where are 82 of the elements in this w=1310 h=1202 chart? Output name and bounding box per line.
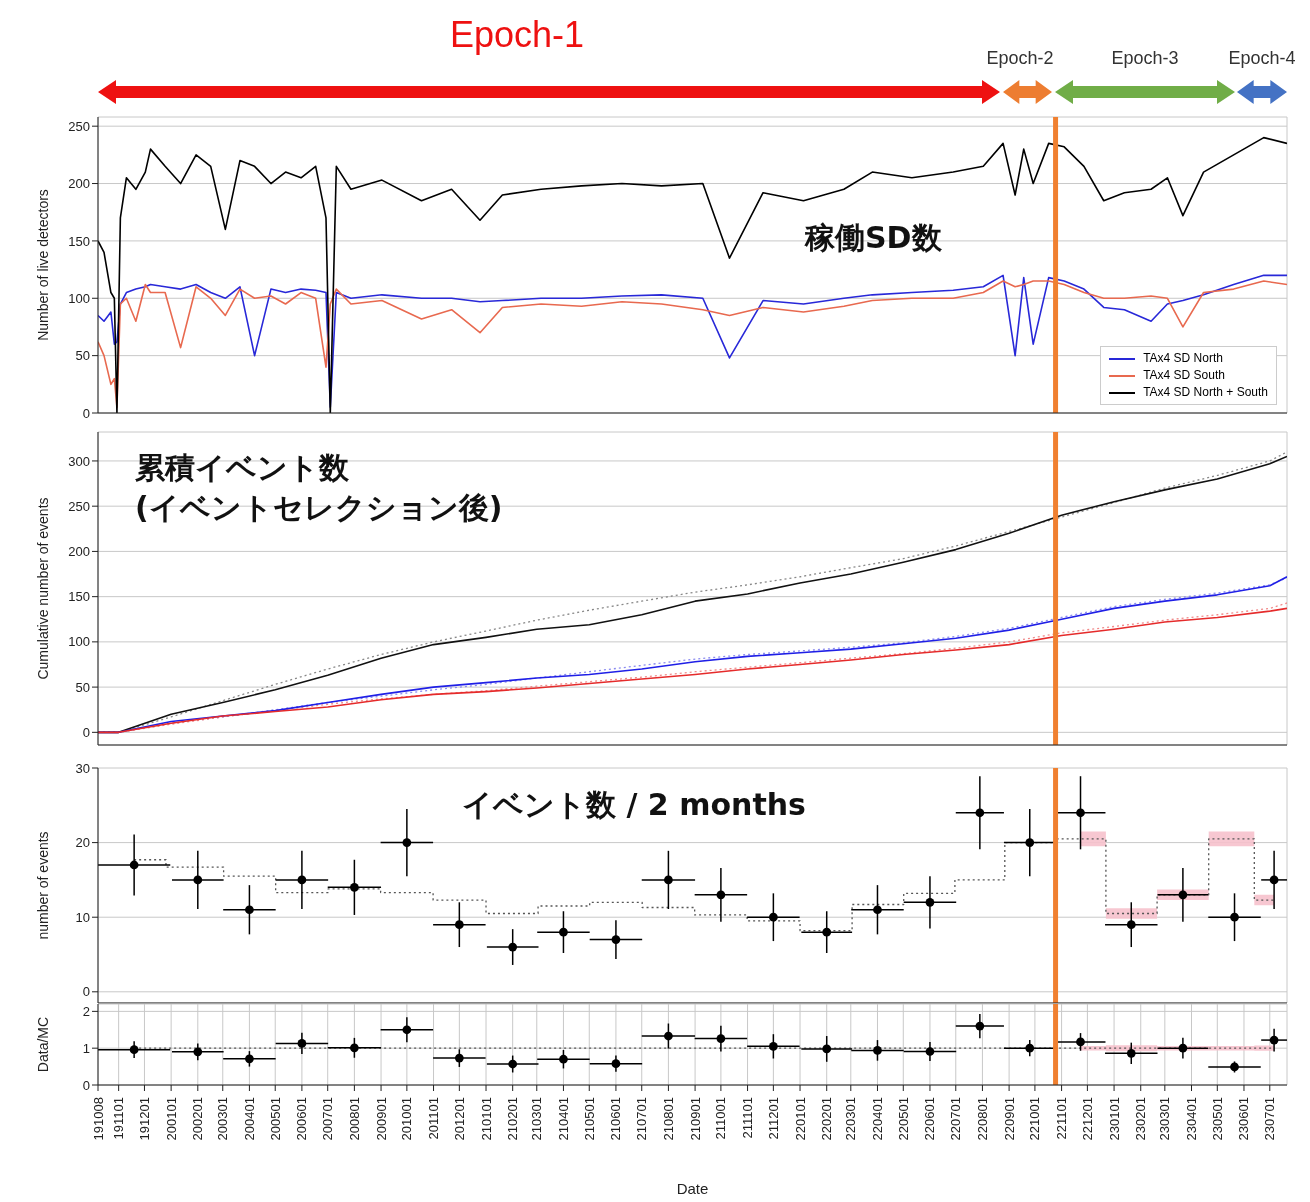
x-tick-label: 221001	[1027, 1097, 1043, 1141]
x-tick-label: 220101	[792, 1097, 808, 1141]
x-tick-label: 191101	[111, 1097, 127, 1140]
x-tick-label: 230101	[1106, 1097, 1122, 1141]
x-tick-label: 201001	[399, 1097, 415, 1141]
y-tick-label: 0	[82, 984, 90, 1000]
x-tick-label: 230301	[1157, 1097, 1173, 1141]
y-tick-label: 250	[68, 498, 90, 514]
text: Epoch-3	[1111, 48, 1179, 69]
x-tick-label: 230601	[1236, 1097, 1252, 1141]
x-tick-label: 200301	[215, 1097, 231, 1141]
y-axis-title: Data/MC	[34, 1016, 51, 1073]
x-tick-label: 210301	[529, 1097, 545, 1141]
x-tick-label: 201201	[451, 1097, 467, 1141]
x-tick-label: 220701	[948, 1097, 964, 1141]
x-tick-label: 211201	[765, 1097, 781, 1140]
y-axis-title: number of events	[34, 831, 51, 940]
x-tick-label: 191008	[90, 1097, 106, 1141]
x-tick-label: 191201	[136, 1097, 152, 1141]
y-tick-label: 0	[82, 1077, 90, 1093]
y-tick-label: 10	[75, 909, 90, 925]
x-tick-label: 220501	[895, 1097, 911, 1141]
x-tick-label: 200101	[163, 1097, 179, 1141]
annotation: (イベントセレクション後)	[135, 489, 503, 527]
annotation: 稼働SD数	[805, 219, 942, 257]
x-tick-label: 210101	[478, 1097, 494, 1141]
x-tick-label: 221201	[1079, 1097, 1095, 1141]
x-tick-label: 220901	[1001, 1097, 1017, 1141]
annotation: イベント数 / 2 months	[462, 786, 806, 824]
x-tick-label: 210501	[581, 1097, 597, 1141]
x-tick-label: 220801	[974, 1097, 990, 1141]
x-tick-label: 211001	[713, 1097, 729, 1140]
text: Epoch-4	[1228, 48, 1296, 69]
y-tick-label: 250	[68, 118, 90, 134]
x-tick-label: 210801	[660, 1097, 676, 1141]
legend-label: TAx4 SD North	[1143, 350, 1223, 367]
text: Epoch-2	[986, 48, 1054, 69]
y-tick-label: 2	[82, 1003, 90, 1019]
y-tick-label: 1	[82, 1040, 90, 1056]
x-tick-label: 200401	[241, 1097, 257, 1141]
y-tick-label: 150	[68, 233, 90, 249]
x-tick-label: 200901	[373, 1097, 389, 1141]
x-tick-label: 221101	[1054, 1097, 1070, 1140]
y-tick-label: 100	[68, 634, 90, 650]
x-tick-label: 230701	[1262, 1097, 1278, 1141]
x-tick-label: 220301	[843, 1097, 859, 1141]
x-tick-label: 210601	[608, 1097, 624, 1141]
y-tick-label: 300	[68, 453, 90, 469]
legend-label: TAx4 SD South	[1143, 367, 1225, 384]
x-tick-label: 200801	[346, 1097, 362, 1141]
y-tick-label: 30	[75, 760, 90, 776]
y-axis-title: Number of live detectors	[34, 189, 51, 341]
y-tick-label: 0	[82, 405, 90, 421]
y-tick-label: 0	[82, 724, 90, 740]
annotation: 累積イベント数	[135, 449, 349, 487]
y-tick-label: 200	[68, 544, 90, 560]
x-tick-label: 220601	[922, 1097, 938, 1141]
x-tick-label: 210701	[634, 1097, 650, 1141]
x-tick-label: 200701	[320, 1097, 336, 1141]
y-tick-label: 50	[75, 348, 90, 364]
x-axis-title: Date	[676, 1180, 709, 1197]
x-tick-label: 211101	[740, 1097, 756, 1139]
y-tick-label: 150	[68, 589, 90, 605]
y-axis-title: Cumulative number of events	[34, 497, 51, 680]
x-tick-label: 200201	[190, 1097, 206, 1141]
x-tick-label: 220401	[869, 1097, 885, 1141]
text: Epoch-1	[449, 14, 585, 56]
y-tick-label: 100	[68, 290, 90, 306]
x-tick-label: 230401	[1184, 1097, 1199, 1141]
x-tick-label: 220201	[819, 1097, 835, 1141]
legend-label: TAx4 SD North + South	[1143, 384, 1268, 401]
y-tick-label: 20	[75, 835, 90, 851]
y-tick-label: 50	[75, 679, 90, 695]
y-tick-label: 200	[68, 176, 90, 192]
x-tick-label: 201101	[426, 1097, 442, 1140]
x-tick-label: 200601	[294, 1097, 310, 1141]
x-tick-label: 210201	[505, 1097, 521, 1141]
x-tick-label: 200501	[267, 1097, 283, 1141]
x-tick-label: 230201	[1133, 1097, 1149, 1141]
x-tick-label: 230501	[1209, 1097, 1225, 1141]
x-tick-label: 210401	[555, 1097, 571, 1141]
x-tick-label: 210901	[687, 1097, 703, 1141]
